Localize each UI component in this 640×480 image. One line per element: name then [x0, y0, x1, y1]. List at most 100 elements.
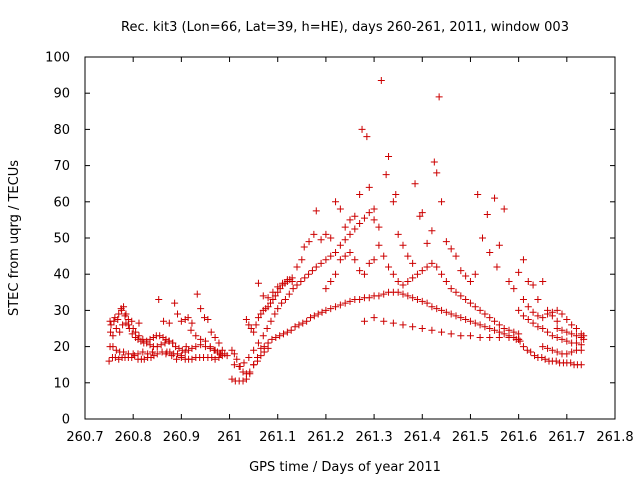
data-point	[134, 335, 142, 343]
data-point	[435, 93, 443, 101]
data-point	[399, 281, 407, 289]
x-tick-label: 261.5	[452, 430, 489, 445]
data-point	[568, 321, 576, 329]
data-point	[548, 346, 556, 354]
x-tick-label: 261.7	[548, 430, 585, 445]
data-point	[178, 346, 186, 354]
y-tick-label: 70	[53, 159, 70, 174]
data-point	[168, 352, 176, 360]
data-point	[399, 241, 407, 249]
data-point	[358, 125, 366, 133]
data-point	[572, 339, 580, 347]
data-point	[462, 272, 470, 280]
data-point	[245, 321, 253, 329]
data-point	[486, 334, 494, 342]
data-point	[188, 319, 196, 327]
data-point	[572, 332, 580, 340]
y-tick-label: 40	[53, 268, 70, 283]
data-point	[466, 299, 474, 307]
data-point	[481, 323, 489, 331]
data-point	[280, 330, 288, 338]
data-point	[247, 325, 255, 332]
data-point	[389, 198, 397, 206]
data-point	[271, 310, 279, 318]
x-axis-label: GPS time / Days of year 2011	[249, 460, 441, 475]
data-point	[409, 274, 417, 282]
data-point	[534, 312, 542, 320]
data-point	[303, 317, 311, 325]
data-point	[539, 277, 547, 285]
data-point	[505, 277, 513, 285]
data-point	[351, 225, 359, 233]
data-point	[197, 305, 205, 313]
x-tick-label: 261.6	[500, 430, 537, 445]
data-point	[254, 279, 262, 287]
data-point	[568, 330, 576, 338]
data-point	[163, 348, 171, 356]
data-points	[105, 77, 588, 385]
data-point	[452, 252, 460, 260]
data-point	[428, 227, 436, 235]
data-point	[128, 317, 136, 325]
data-point	[457, 267, 465, 275]
data-point	[327, 277, 335, 285]
data-point	[129, 325, 137, 332]
data-point	[201, 337, 209, 345]
data-point	[109, 332, 117, 340]
data-point	[515, 268, 523, 276]
data-point	[155, 296, 163, 304]
data-point	[548, 308, 556, 316]
y-axis-label: STEC from uqrg / TECUs	[7, 160, 22, 316]
data-point	[310, 312, 318, 320]
data-point	[271, 292, 279, 300]
data-point	[500, 205, 508, 213]
data-point	[548, 332, 556, 340]
data-point	[553, 325, 561, 332]
data-point	[192, 332, 200, 340]
data-point	[495, 334, 503, 342]
data-point	[175, 344, 183, 352]
data-point	[346, 216, 354, 224]
data-point	[563, 315, 571, 323]
data-point	[146, 335, 154, 343]
data-point	[297, 277, 305, 285]
data-point	[512, 335, 520, 343]
data-point	[135, 319, 143, 327]
data-point	[306, 314, 314, 322]
data-point	[580, 335, 588, 343]
data-point	[399, 290, 407, 298]
data-point	[360, 214, 368, 222]
data-point	[394, 277, 402, 285]
data-point	[162, 350, 170, 358]
data-point	[423, 263, 431, 271]
data-point	[380, 290, 388, 298]
data-point	[204, 315, 212, 323]
data-point	[438, 328, 446, 336]
data-point	[389, 319, 397, 327]
data-point	[523, 346, 531, 354]
data-point	[208, 353, 216, 361]
data-point	[375, 223, 383, 231]
data-point	[230, 361, 238, 369]
data-point	[283, 276, 291, 284]
data-point	[206, 343, 214, 351]
data-point	[293, 263, 301, 271]
data-point	[438, 198, 446, 206]
data-point	[519, 343, 527, 351]
data-point	[486, 314, 494, 322]
x-tick-label: 261.2	[307, 430, 344, 445]
data-point	[423, 299, 431, 307]
data-point	[112, 346, 120, 354]
data-point	[418, 209, 426, 217]
data-point	[140, 355, 148, 363]
data-point	[457, 314, 465, 322]
data-point	[245, 353, 253, 361]
y-tick-label: 100	[45, 51, 70, 66]
data-point	[479, 234, 486, 242]
data-point	[382, 171, 390, 179]
data-point	[476, 306, 484, 314]
data-point	[317, 236, 325, 244]
data-point	[242, 375, 250, 383]
data-point	[161, 339, 169, 347]
data-point	[370, 216, 378, 224]
